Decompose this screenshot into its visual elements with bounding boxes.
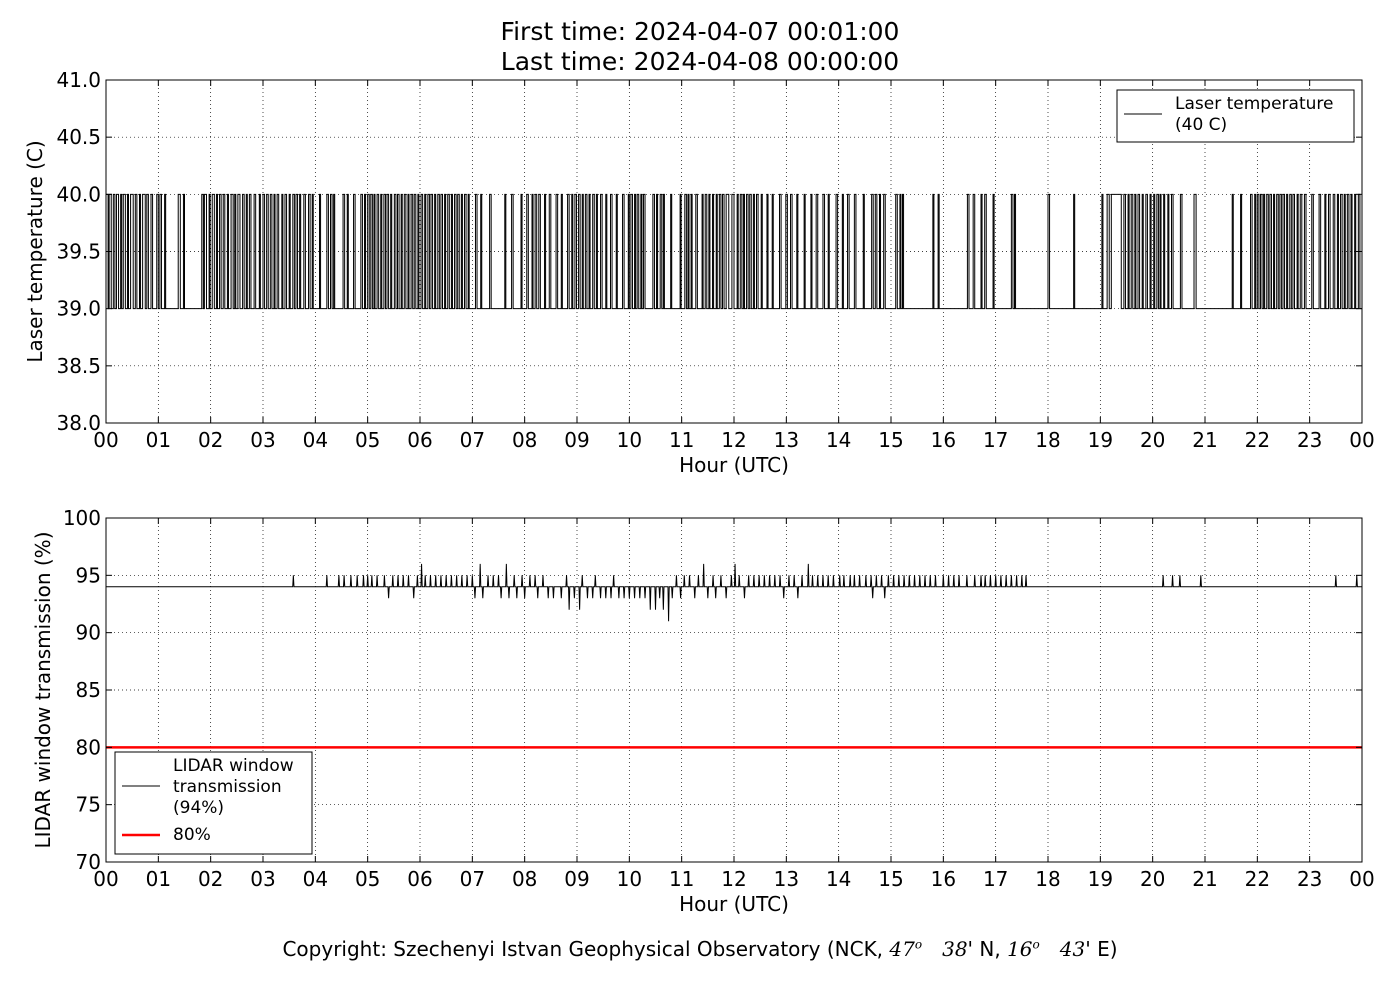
x-tick-label: 23: [1297, 428, 1322, 452]
x-tick-label: 00: [93, 428, 118, 452]
chart-title: First time: 2024-04-07 00:01:00 Last tim…: [0, 17, 1400, 77]
x-tick-label: 13: [774, 428, 799, 452]
legend-label: 80%: [173, 825, 211, 845]
y-tick-label: 75: [76, 793, 101, 817]
x-tick-label: 08: [512, 867, 537, 891]
y-tick-label: 41.0: [56, 68, 101, 92]
x-tick-label: 15: [878, 867, 903, 891]
y-tick-label: 80: [76, 735, 101, 759]
x-tick-label: 20: [1140, 428, 1165, 452]
legend: Laser temperature(40 C): [1116, 89, 1355, 143]
y-tick-label: 100: [63, 506, 101, 530]
x-tick-label: 22: [1245, 428, 1270, 452]
x-tick-label: 17: [983, 867, 1008, 891]
x-tick-label: 02: [198, 867, 223, 891]
y-tick-label: 70: [76, 850, 101, 874]
x-tick-label: 13: [774, 867, 799, 891]
x-tick-label: 06: [407, 428, 432, 452]
y-axis-label: LIDAR window transmission (%): [31, 532, 55, 849]
x-tick-label: 21: [1192, 428, 1217, 452]
x-tick-label: 01: [146, 428, 171, 452]
title-last-time: Last time: 2024-04-08 00:00:00: [500, 47, 900, 76]
footer-latitude-degree-symbol: o: [914, 937, 923, 952]
x-tick-label: 05: [355, 428, 380, 452]
x-tick-label: 11: [669, 867, 694, 891]
x-tick-label: 00: [93, 867, 118, 891]
footer-longitude-degree-symbol: o: [1032, 937, 1040, 952]
x-tick-label: 02: [198, 428, 223, 452]
series-line: [106, 563, 1362, 622]
footer-latitude-suffix: ' N,: [967, 937, 1008, 961]
footer-longitude-degrees: 16: [1007, 937, 1033, 961]
x-tick-label: 01: [146, 867, 171, 891]
legend-label: (94%): [173, 798, 224, 818]
x-tick-label: 15: [878, 428, 903, 452]
footer-longitude-minutes: 43: [1059, 937, 1086, 961]
y-tick-label: 38.5: [56, 354, 101, 378]
y-tick-label: 39.5: [56, 240, 101, 264]
y-tick-label: 85: [76, 678, 101, 702]
legend-label: LIDAR window: [173, 756, 294, 776]
footer-prefix: Copyright: Szechenyi Istvan Geophysical …: [282, 937, 890, 961]
x-tick-label: 18: [1035, 428, 1060, 452]
legend-label: (40 C): [1175, 115, 1227, 135]
x-tick-label: 03: [250, 428, 275, 452]
x-axis-label: Hour (UTC): [679, 892, 789, 916]
x-tick-label: 18: [1035, 867, 1060, 891]
series-line: [105, 193, 1362, 310]
x-tick-label: 00: [1349, 428, 1374, 452]
legend-box: [1116, 89, 1355, 143]
x-tick-label: 00: [1349, 867, 1374, 891]
x-tick-label: 16: [931, 428, 956, 452]
x-tick-label: 23: [1297, 867, 1322, 891]
x-tick-label: 09: [564, 428, 589, 452]
x-tick-label: 07: [460, 867, 485, 891]
x-tick-label: 14: [826, 867, 851, 891]
x-tick-label: 10: [617, 428, 642, 452]
x-tick-label: 12: [721, 867, 746, 891]
y-tick-label: 90: [76, 621, 101, 645]
legend-box: [114, 751, 313, 855]
laser-temperature-panel: 00 01 02 03 04 05 06 07 08 09 10 11 12 13 14 15 16 17 18 19…: [23, 68, 1375, 477]
y-tick-label: 38.0: [56, 411, 101, 435]
footer-latitude-degrees: 47: [889, 937, 915, 961]
x-tick-label: 12: [721, 428, 746, 452]
x-axis-label: Hour (UTC): [679, 453, 789, 477]
x-tick-label: 19: [1088, 867, 1113, 891]
copyright-footer: Copyright: Szechenyi Istvan Geophysical …: [0, 937, 1400, 961]
y-tick-label: 95: [76, 563, 101, 587]
footer-longitude-suffix: ' E): [1085, 937, 1118, 961]
y-tick-label: 40.5: [56, 125, 101, 149]
legend-label: transmission: [173, 777, 282, 797]
x-tick-label: 05: [355, 867, 380, 891]
x-tick-label: 11: [669, 428, 694, 452]
x-tick-label: 19: [1088, 428, 1113, 452]
title-first-time: First time: 2024-04-07 00:01:00: [500, 17, 900, 46]
x-tick-label: 22: [1245, 867, 1270, 891]
y-tick-label: 39.0: [56, 297, 101, 321]
x-tick-label: 14: [826, 428, 851, 452]
x-tick-label: 20: [1140, 867, 1165, 891]
y-tick-label: 40.0: [56, 182, 101, 206]
x-tick-label: 03: [250, 867, 275, 891]
x-tick-label: 04: [303, 428, 328, 452]
x-tick-label: 16: [931, 867, 956, 891]
x-tick-label: 07: [460, 428, 485, 452]
x-tick-label: 06: [407, 867, 432, 891]
x-tick-label: 10: [617, 867, 642, 891]
footer-latitude-minutes: 38: [942, 937, 968, 961]
x-tick-label: 17: [983, 428, 1008, 452]
x-tick-label: 08: [512, 428, 537, 452]
legend-label: Laser temperature: [1175, 94, 1333, 114]
x-tick-label: 21: [1192, 867, 1217, 891]
x-tick-label: 09: [564, 867, 589, 891]
x-tick-label: 04: [303, 867, 328, 891]
y-axis-label: Laser temperature (C): [23, 140, 47, 362]
lidar-transmission-panel: 00 01 02 03 04 05 06 07 08 09 10 11 12 13 14 15 16 17 18 19…: [31, 506, 1375, 916]
